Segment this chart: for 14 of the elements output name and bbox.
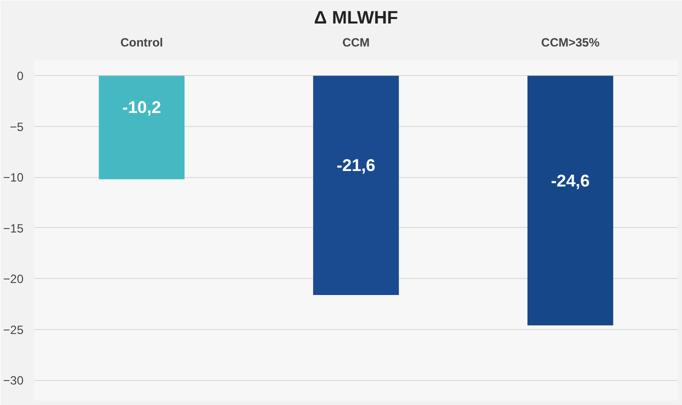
data-label: -24,6: [550, 171, 590, 190]
x-tick-label: CCM>35%: [541, 36, 600, 50]
x-tick-label: Control: [120, 36, 163, 50]
data-label: -10,2: [122, 98, 162, 118]
y-tick-label: −5: [10, 120, 24, 134]
y-tick-label: 0: [16, 69, 24, 84]
chart-title: Δ MLWHF: [314, 8, 398, 28]
y-tick-label: −15: [3, 221, 24, 236]
y-tick-label: −25: [3, 322, 24, 337]
data-label: -21,6: [336, 156, 376, 176]
y-tick-label: −10: [3, 170, 24, 185]
y-tick-label: −20: [3, 272, 24, 286]
y-tick-label: −30: [3, 374, 24, 388]
x-tick-label: CCM: [342, 36, 370, 50]
